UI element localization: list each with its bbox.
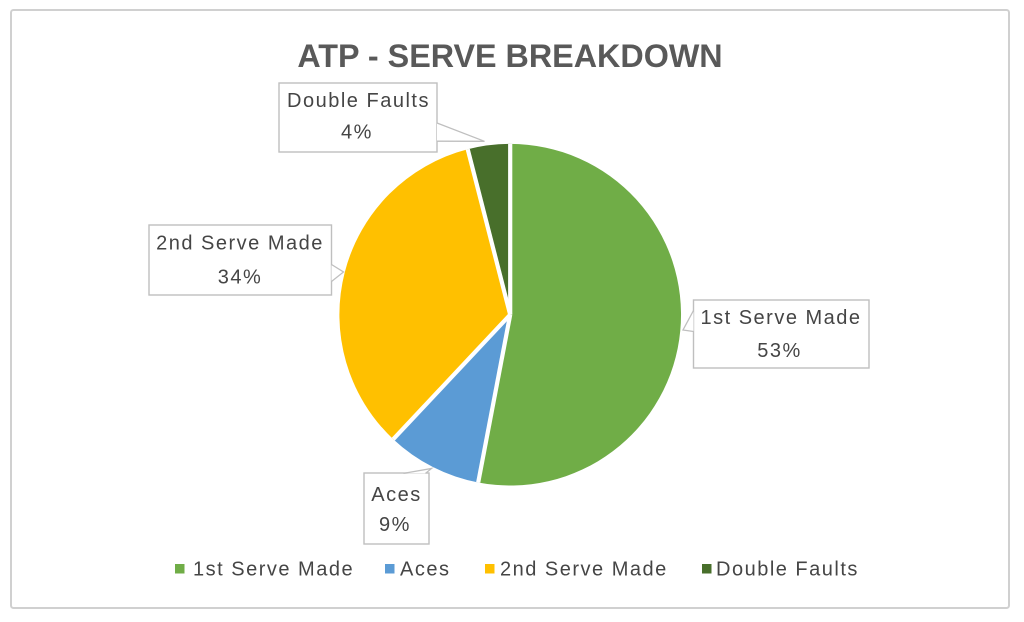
svg-text:Double Faults: Double Faults [716,559,859,581]
svg-text:4%: 4% [341,122,373,144]
svg-text:1st Serve Made: 1st Serve Made [700,307,861,329]
svg-text:2nd Serve Made: 2nd Serve Made [156,233,324,255]
svg-text:ATP - SERVE BREAKDOWN: ATP - SERVE BREAKDOWN [297,38,722,74]
svg-text:Double Faults: Double Faults [287,90,430,112]
svg-text:2nd Serve Made: 2nd Serve Made [500,559,668,581]
svg-text:Aces: Aces [400,559,450,581]
svg-text:9%: 9% [379,514,411,536]
svg-text:1st Serve Made: 1st Serve Made [193,559,354,581]
svg-text:53%: 53% [757,340,802,362]
svg-text:Aces: Aces [371,484,421,506]
svg-text:34%: 34% [218,267,263,289]
